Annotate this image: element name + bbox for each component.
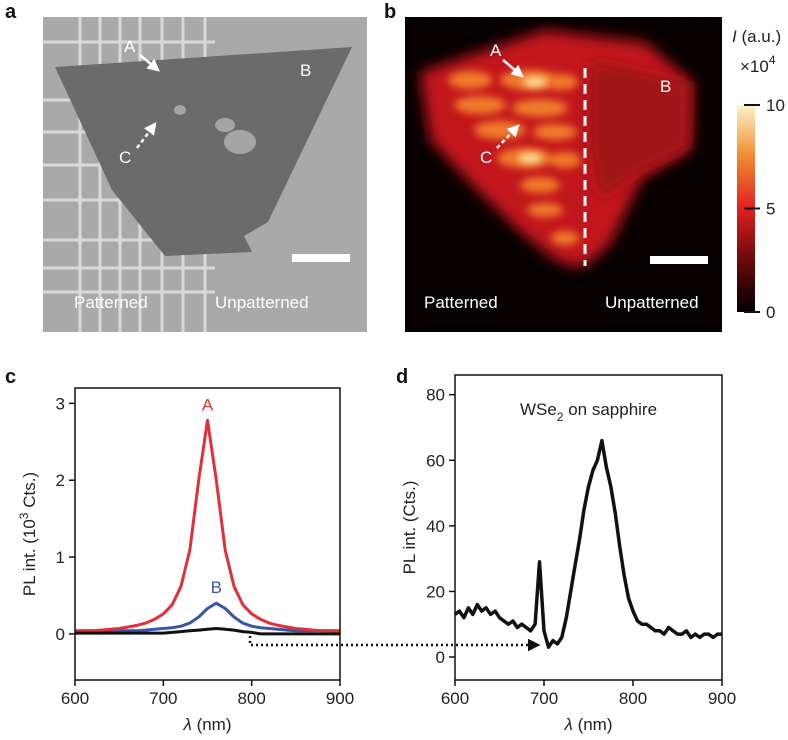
y-axis-label-part: PL int. (10 bbox=[20, 519, 39, 596]
point-label: C bbox=[480, 148, 492, 167]
plot-frame bbox=[454, 374, 723, 681]
y-tick-label: 2 bbox=[56, 471, 65, 490]
x-axis-label-part: λ bbox=[182, 715, 191, 734]
point-label: B bbox=[660, 77, 671, 96]
region-label: Unpatterned bbox=[215, 293, 309, 312]
panel-label: c bbox=[5, 366, 16, 388]
y-tick-label: 1 bbox=[56, 548, 65, 567]
x-tick-label: 600 bbox=[441, 689, 469, 708]
x-tick-label: 900 bbox=[708, 689, 736, 708]
multiplier-part: 4 bbox=[769, 53, 776, 67]
x-tick-label: 700 bbox=[530, 689, 558, 708]
y-axis-label-part: Cts.) bbox=[20, 472, 39, 513]
x-tick-label: 600 bbox=[61, 689, 89, 708]
colorbar-ticks: 0 5 10 bbox=[744, 96, 785, 322]
panel-label: a bbox=[5, 1, 17, 23]
region-label: Unpatterned bbox=[605, 293, 699, 312]
x-axis-label: λ (nm) bbox=[182, 715, 231, 734]
y-tick-label: 60 bbox=[426, 451, 445, 470]
y-tick-label: 40 bbox=[426, 517, 445, 536]
y-tick-label: 3 bbox=[56, 394, 65, 413]
multiplier-part: ×10 bbox=[740, 57, 769, 76]
chart-title-part: 2 bbox=[557, 410, 564, 424]
panel-label: b bbox=[384, 1, 396, 23]
y-tick-label: 80 bbox=[426, 386, 445, 405]
colorbar-multiplier: ×104 bbox=[740, 53, 776, 76]
series-label: A bbox=[202, 395, 214, 414]
colorbar-tick-label: 5 bbox=[766, 200, 775, 219]
y-tick-label: 20 bbox=[426, 582, 445, 601]
chart-title: WSe2 on sapphire bbox=[520, 400, 657, 424]
plot-frame bbox=[74, 387, 341, 681]
x-tick-label: 900 bbox=[326, 689, 354, 708]
region-label: Patterned bbox=[74, 293, 148, 312]
colorbar-tick-label: 10 bbox=[766, 96, 785, 115]
y-axis-label-part: PL int. (Cts.) bbox=[400, 481, 419, 575]
micrograph bbox=[43, 17, 367, 332]
panel-label: d bbox=[396, 366, 408, 388]
x-axis-label-part: (nm) bbox=[573, 715, 613, 734]
series-label: B bbox=[211, 578, 222, 597]
series-line bbox=[453, 438, 722, 649]
y-tick-label: 0 bbox=[436, 648, 445, 667]
colorbar-title-part: (a.u.) bbox=[737, 27, 781, 46]
x-tick-label: 800 bbox=[237, 689, 265, 708]
x-axis-label-part: λ bbox=[563, 715, 572, 734]
y-tick-label: 0 bbox=[56, 625, 65, 644]
point-label: C bbox=[119, 148, 131, 167]
y-axis-label: PL int. (103 Cts.) bbox=[17, 472, 39, 596]
colorbar-title: I (a.u.) bbox=[732, 27, 781, 46]
colorbar-title-part: I bbox=[732, 27, 737, 46]
point-label: A bbox=[490, 41, 502, 60]
x-axis-label-part: (nm) bbox=[192, 715, 232, 734]
y-axis-label-part: 3 bbox=[17, 512, 31, 519]
colorbar-tick-label: 0 bbox=[766, 303, 775, 322]
x-tick-label: 700 bbox=[149, 689, 177, 708]
series-line bbox=[74, 418, 341, 634]
point-label: B bbox=[300, 61, 311, 80]
connector bbox=[248, 636, 541, 652]
region-label: Patterned bbox=[424, 293, 498, 312]
chart-title-part: on sapphire bbox=[563, 400, 657, 419]
point-label: A bbox=[124, 37, 136, 56]
pl-map bbox=[405, 17, 722, 332]
x-axis-label: λ (nm) bbox=[563, 715, 612, 734]
chart-title-part: WSe bbox=[520, 400, 557, 419]
series-line bbox=[75, 601, 340, 633]
series-line bbox=[75, 627, 340, 636]
x-tick-label: 800 bbox=[619, 689, 647, 708]
y-axis-label: PL int. (Cts.) bbox=[400, 481, 419, 575]
